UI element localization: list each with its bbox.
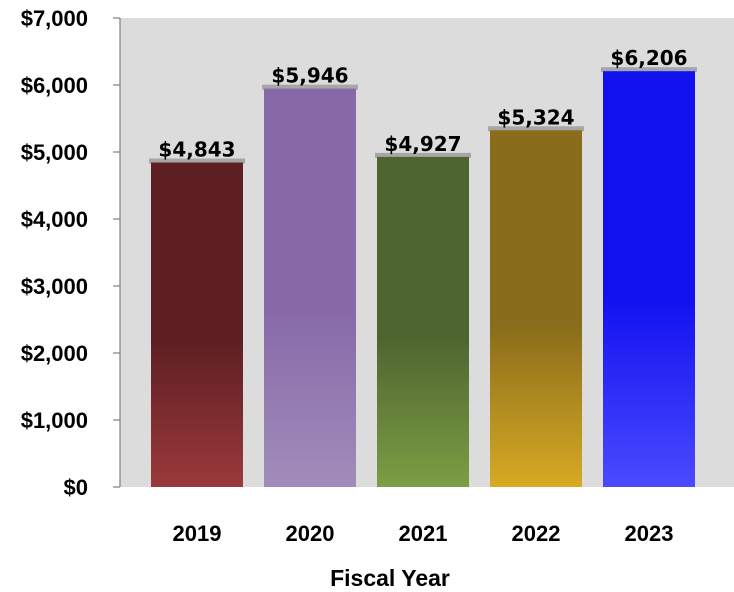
x-tick-label: 2023 <box>625 521 674 546</box>
x-tick-label: 2022 <box>512 521 561 546</box>
bar <box>603 71 695 487</box>
y-tick-label: $6,000 <box>21 73 88 98</box>
x-axis-title: Fiscal Year <box>330 565 450 591</box>
y-tick-label: $2,000 <box>21 341 88 366</box>
bars <box>149 67 697 488</box>
bar-shadow <box>262 84 358 90</box>
bar-shadow <box>375 152 471 158</box>
y-tick-label: $4,000 <box>21 207 88 232</box>
data-labels: $4,843 $5,946 $4,927 $5,324 $6,206 <box>158 46 687 161</box>
x-tick-label: 2021 <box>399 521 448 546</box>
data-label: $4,843 <box>158 138 235 162</box>
bar <box>264 88 356 488</box>
y-axis: $0 $1,000 $2,000 $3,000 $4,000 $5,000 $6,000 $7… <box>21 6 121 500</box>
y-tick-label: $1,000 <box>21 408 88 433</box>
y-tick-label: $0 <box>64 475 88 500</box>
y-tick-label: $5,000 <box>21 140 88 165</box>
y-tick-label: $7,000 <box>21 6 88 31</box>
data-label: $5,946 <box>271 64 348 88</box>
bar-shadow <box>149 158 245 164</box>
y-tick-label: $3,000 <box>21 274 88 299</box>
bar-shadow <box>488 126 584 132</box>
bar <box>151 162 243 488</box>
bar <box>377 156 469 488</box>
x-tick-label: 2019 <box>173 521 222 546</box>
x-axis: 2019 2020 2021 2022 2023 <box>173 521 674 546</box>
bar <box>490 130 582 488</box>
data-label: $4,927 <box>384 132 461 156</box>
x-tick-label: 2020 <box>286 521 335 546</box>
data-label: $5,324 <box>497 105 574 129</box>
data-label: $6,206 <box>610 46 687 70</box>
bar-shadow <box>601 67 697 73</box>
